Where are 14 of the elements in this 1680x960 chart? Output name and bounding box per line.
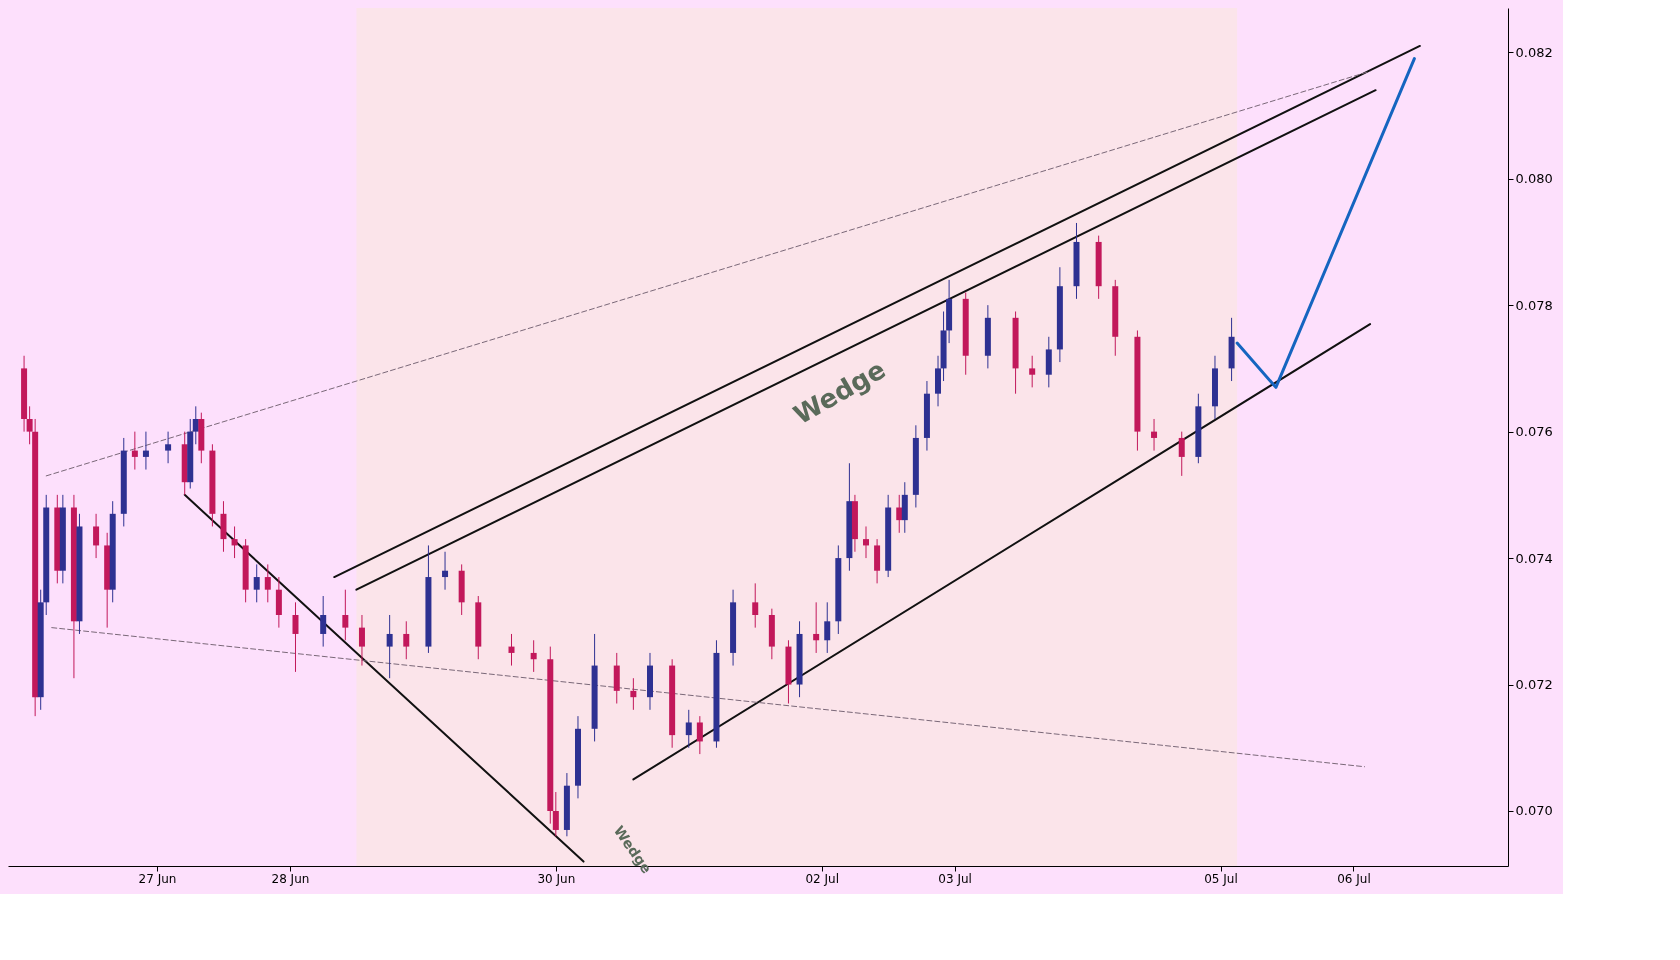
y-tick-label: 0.074 [1515, 550, 1553, 566]
x-tick-label: 28 Jun [271, 871, 310, 886]
y-tick-label: 0.080 [1515, 171, 1553, 187]
x-tick-label: 30 Jun [537, 871, 576, 886]
y-tick-label: 0.076 [1515, 424, 1553, 440]
y-tick-label: 0.082 [1515, 44, 1553, 60]
x-tick-label: 05 Jul [1204, 871, 1238, 886]
x-tick-label: 27 Jun [138, 871, 177, 886]
x-tick-label: 06 Jul [1337, 871, 1371, 886]
y-tick-label: 0.072 [1515, 677, 1553, 693]
x-tick-label: 03 Jul [938, 871, 972, 886]
y-tick-label: 0.078 [1515, 297, 1553, 313]
y-tick-label: 0.070 [1515, 803, 1553, 819]
x-tick-label: 02 Jul [805, 871, 839, 886]
